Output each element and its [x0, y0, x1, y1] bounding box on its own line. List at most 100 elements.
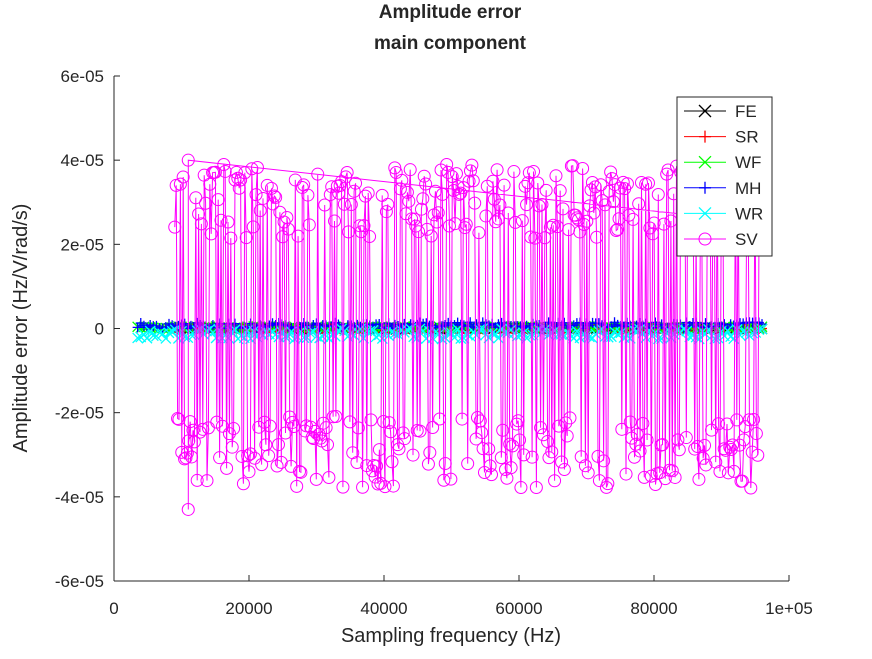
series-sv-marker — [305, 430, 319, 444]
series-sv-marker — [225, 440, 239, 454]
series-sv-marker — [179, 451, 193, 465]
series-sv-marker — [452, 187, 466, 201]
series-sv-marker — [220, 461, 234, 475]
series-wr-marker — [392, 329, 404, 340]
series-sv-marker — [461, 457, 475, 471]
series-sv-marker — [489, 215, 503, 229]
series-sv-marker — [384, 425, 398, 439]
series-sv-marker — [287, 419, 301, 433]
series-sv-marker — [253, 204, 267, 218]
series-sv-marker — [606, 195, 620, 209]
series-sv-marker — [357, 219, 371, 233]
series-sv-marker — [171, 412, 185, 426]
series-sv-marker — [511, 414, 525, 428]
series-sv-marker — [396, 426, 410, 440]
series-wr-marker — [141, 332, 153, 344]
series-sv-marker — [417, 169, 431, 183]
series-sv-marker — [246, 220, 260, 234]
series-sv-marker — [248, 451, 262, 465]
series-wr-marker — [518, 327, 530, 339]
series-sv-marker — [578, 459, 592, 473]
series-sv-marker — [556, 202, 570, 216]
series-sv-marker — [402, 194, 416, 208]
series-sv-marker — [442, 219, 456, 233]
series-sv-marker — [250, 160, 264, 174]
series-sv-marker — [641, 176, 655, 190]
series-sv-marker — [428, 184, 442, 198]
series-sv-marker — [747, 412, 761, 426]
series-sv-marker — [381, 197, 395, 211]
y-tick-label: -4e-05 — [55, 488, 104, 507]
series-sv-marker — [231, 171, 245, 185]
series-wr-marker — [147, 330, 159, 342]
series-sv-marker — [267, 189, 281, 203]
series-sv-marker — [721, 466, 735, 480]
series-sv-marker — [691, 440, 705, 454]
legend-box — [676, 96, 773, 257]
series-sv-marker — [382, 416, 396, 430]
series-sv-marker — [462, 174, 476, 188]
chart-legend: FE SR WF MH WR SV — [676, 96, 773, 257]
series-sv-marker — [539, 183, 553, 197]
series-sv-marker — [249, 188, 263, 202]
series-sv-marker — [569, 208, 583, 222]
series-sv-marker — [321, 438, 335, 452]
series-sv-marker — [204, 227, 218, 241]
series-sv-marker — [665, 464, 679, 478]
series-sv-marker — [337, 197, 351, 211]
series-sv-marker — [518, 179, 532, 193]
legend-mh-marker — [699, 181, 711, 194]
series-sv-marker — [228, 173, 242, 187]
series-sv-marker — [213, 451, 227, 465]
series-sv-marker — [658, 472, 672, 486]
series-sv-marker — [501, 206, 515, 220]
series-sv-marker — [194, 217, 208, 231]
series-sv-marker — [363, 230, 377, 244]
series-sv-marker — [688, 442, 702, 456]
series-sv-marker — [181, 153, 195, 167]
series-sv-marker — [430, 215, 444, 229]
series-sv-marker — [465, 158, 479, 172]
series-sv-marker — [696, 451, 710, 465]
series-sv-marker — [655, 438, 669, 452]
series-sv-marker — [463, 164, 477, 178]
series-sv-marker — [309, 472, 323, 486]
series-sv-marker — [269, 190, 283, 204]
series-sv-marker — [319, 421, 333, 435]
series-sv-marker — [322, 471, 336, 485]
series-sv-marker — [723, 440, 737, 454]
series-sv-marker — [476, 442, 490, 456]
series-sv-marker — [507, 165, 521, 179]
series-sv-marker — [440, 157, 454, 171]
series-sv-marker — [692, 472, 706, 486]
series-sv-marker — [211, 193, 225, 207]
series-sv-marker — [604, 165, 618, 179]
series-wr-marker — [737, 326, 749, 337]
series-sv-marker — [260, 178, 274, 192]
series-sv-marker — [466, 174, 480, 188]
legend-wf-marker — [698, 155, 712, 169]
series-sv-marker — [438, 456, 452, 470]
series-sv-marker — [553, 184, 567, 198]
series-sv-marker — [406, 448, 420, 462]
series-sv-marker — [444, 472, 458, 486]
series-sv-marker — [407, 212, 421, 226]
series-sv-marker — [292, 465, 306, 479]
series-sv-marker — [196, 422, 210, 436]
series-wr-marker — [492, 332, 504, 344]
series-sv-marker — [738, 420, 752, 434]
y-tick-label: 4e-05 — [61, 151, 104, 170]
series-sv-marker — [222, 427, 236, 441]
series-sv-marker — [224, 231, 238, 245]
series-sv-marker — [583, 199, 597, 213]
series-sv-marker — [208, 165, 222, 179]
series-sv-marker — [594, 178, 608, 192]
x-tick-label: 40000 — [360, 599, 407, 618]
series-sv-marker — [459, 217, 473, 231]
y-tick-label: -2e-05 — [55, 404, 104, 423]
series-sv-marker — [199, 196, 213, 210]
series-sv-marker — [239, 231, 253, 245]
series-sv-marker — [278, 426, 292, 440]
series-sv-marker — [190, 473, 204, 487]
